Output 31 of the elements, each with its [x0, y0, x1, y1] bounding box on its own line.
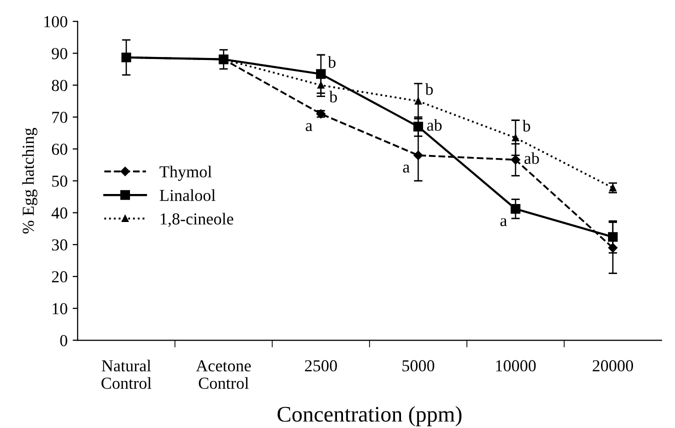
annotation: ab	[427, 119, 442, 131]
annotation: a	[403, 164, 410, 173]
annotation: a	[500, 218, 507, 226]
y-tick-label: 90	[52, 48, 68, 60]
y-tick-label: 40	[52, 207, 68, 219]
y-tick-label: 10	[52, 303, 68, 314]
x-tick-label: 5000	[402, 360, 434, 372]
y-tick-label: 20	[52, 271, 68, 282]
y-tick-label: 70	[52, 112, 68, 124]
x-tick-label: Natural Control	[102, 360, 152, 389]
y-tick-label: 50	[52, 176, 68, 187]
legend-label: Linalool	[160, 189, 216, 202]
legend-label: 1,8-cineole	[160, 212, 234, 227]
y-tick-label: 100	[44, 16, 68, 28]
annotation: ab	[524, 152, 539, 164]
annotation: b	[425, 83, 433, 95]
y-tick-label: 0	[60, 334, 68, 346]
y-tick-label: 80	[52, 80, 68, 92]
x-tick-label: 20000	[592, 360, 634, 372]
y-axis-title: % Egg hatching	[22, 128, 38, 234]
annotation: a	[306, 123, 312, 132]
y-tick-label: 30	[52, 239, 68, 251]
y-tick-label: 60	[52, 144, 68, 155]
annotation: b	[329, 90, 337, 102]
annotation: b	[522, 120, 530, 132]
x-tick-label: Acetone Control	[196, 360, 251, 389]
x-axis-title: Concentration (ppm)	[278, 406, 462, 426]
legend-label: Thymol	[160, 166, 212, 181]
annotation: b	[328, 56, 336, 68]
x-tick-label: 2500	[304, 360, 337, 372]
x-tick-label: 10000	[496, 360, 536, 372]
